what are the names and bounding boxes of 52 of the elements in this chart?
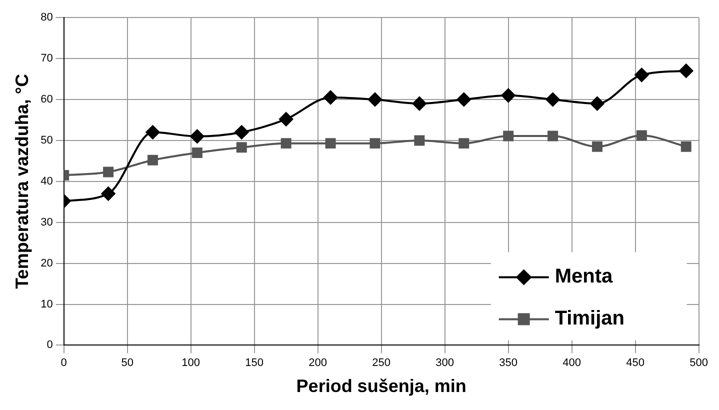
y-tick-label: 50 bbox=[40, 134, 53, 146]
point bbox=[412, 96, 426, 111]
y-axis-title: Temperatura vazduha, °C bbox=[12, 74, 32, 289]
legend-label: Timijan bbox=[554, 308, 624, 330]
y-tick-label: 20 bbox=[40, 257, 53, 270]
y-tick-label: 70 bbox=[40, 52, 53, 65]
point bbox=[501, 88, 516, 102]
point bbox=[680, 141, 692, 152]
x-tick-label: 50 bbox=[121, 356, 134, 369]
point bbox=[636, 130, 647, 141]
point bbox=[679, 64, 694, 78]
point bbox=[414, 135, 425, 146]
legend-label: Menta bbox=[554, 266, 614, 288]
x-tick-label: 200 bbox=[308, 356, 328, 369]
point bbox=[546, 92, 560, 106]
point bbox=[548, 130, 558, 142]
y-tick-label: 80 bbox=[40, 12, 53, 24]
point bbox=[280, 138, 292, 149]
y-tick-label: 30 bbox=[40, 216, 53, 228]
x-tick-label: 0 bbox=[60, 356, 67, 369]
point bbox=[325, 138, 336, 149]
y-tick-label: 0 bbox=[46, 339, 53, 352]
point bbox=[592, 141, 602, 152]
y-tick-label: 40 bbox=[40, 175, 53, 188]
point bbox=[370, 138, 380, 149]
x-tick-label: 300 bbox=[436, 356, 454, 369]
y-tick-label: 10 bbox=[40, 298, 53, 310]
x-tick-label: 150 bbox=[245, 356, 264, 369]
point bbox=[192, 147, 202, 158]
point bbox=[147, 154, 158, 166]
point bbox=[503, 130, 514, 142]
point bbox=[634, 68, 649, 82]
point bbox=[146, 125, 160, 140]
point bbox=[456, 92, 471, 106]
point bbox=[368, 92, 382, 106]
point bbox=[236, 142, 247, 153]
y-tick-label: 60 bbox=[40, 94, 53, 106]
x-tick-label: 450 bbox=[626, 356, 645, 369]
x-tick-label: 250 bbox=[372, 356, 391, 369]
point bbox=[590, 96, 604, 111]
x-tick-label: 500 bbox=[690, 356, 708, 369]
point bbox=[101, 186, 116, 201]
x-tick-label: 100 bbox=[182, 356, 200, 369]
point bbox=[234, 125, 249, 140]
point bbox=[103, 166, 114, 178]
x-tick-label: 400 bbox=[562, 356, 582, 369]
x-tick-label: 350 bbox=[499, 356, 518, 369]
point bbox=[458, 138, 470, 149]
point bbox=[324, 90, 338, 104]
point bbox=[279, 112, 294, 126]
x-axis-title: Period sušenja, min bbox=[296, 376, 466, 396]
point bbox=[190, 129, 204, 144]
